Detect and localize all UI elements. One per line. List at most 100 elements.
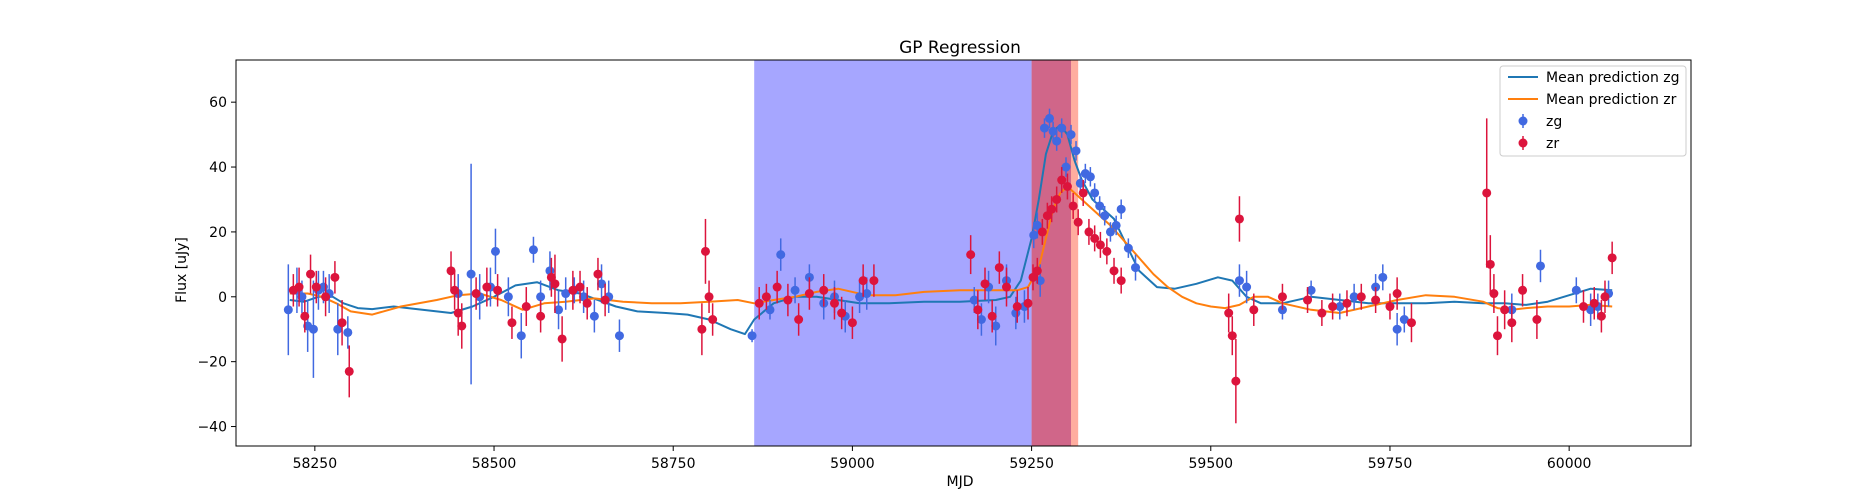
data-point-zr — [1317, 308, 1327, 318]
legend-label-zg-line: Mean prediction zg — [1546, 70, 1680, 86]
data-point-zr — [593, 269, 603, 279]
data-point-zr — [1371, 295, 1381, 305]
data-point-zr — [980, 279, 990, 289]
data-point-zr — [1500, 305, 1510, 315]
data-point-zr — [507, 318, 517, 328]
data-point-zg — [747, 331, 757, 341]
data-point-zg — [1234, 276, 1244, 286]
data-point-zg — [991, 321, 1001, 331]
data-point-zr — [1406, 318, 1416, 328]
chart-title: GP Regression — [899, 38, 1021, 58]
data-point-zr — [1385, 302, 1395, 312]
legend-swatch-zr-points — [1518, 138, 1528, 148]
axes-frame — [235, 59, 1692, 447]
y-tick-label: 0 — [218, 290, 227, 306]
data-point-zr — [568, 285, 578, 295]
data-point-zg — [790, 285, 800, 295]
data-point-zg — [765, 305, 775, 315]
data-point-zr — [804, 289, 814, 299]
data-point-zr — [869, 276, 879, 286]
prediction-lines — [289, 123, 1613, 336]
data-point-zr — [446, 266, 456, 276]
data-point-zr — [344, 366, 354, 376]
data-point-zg — [1045, 113, 1055, 123]
data-point-zr — [1277, 292, 1287, 302]
legend-label-zg-points: zg — [1546, 114, 1562, 130]
legend: Mean prediction zg Mean prediction zr zg… — [1499, 65, 1687, 157]
data-point-zg — [1071, 146, 1081, 156]
data-point-zr — [858, 276, 868, 286]
data-point-zg — [1095, 201, 1105, 211]
data-point-zr — [987, 311, 997, 321]
data-point-zr — [1589, 298, 1599, 308]
data-point-zg — [1029, 230, 1039, 240]
data-point-zr — [1485, 259, 1495, 269]
line-mean-prediction-zr — [289, 185, 1613, 316]
y-tick-label: 20 — [209, 225, 227, 241]
data-point-zg — [283, 305, 293, 315]
data-point-zr — [1116, 276, 1126, 286]
data-point-zg — [1392, 324, 1402, 334]
data-point-zg — [1242, 282, 1252, 292]
data-point-zr — [966, 250, 976, 260]
shaded-spans — [754, 60, 1079, 446]
data-point-zr — [294, 282, 304, 292]
data-point-zr — [1037, 227, 1047, 237]
data-point-zr — [994, 263, 1004, 273]
data-point-zr — [1073, 217, 1083, 227]
data-point-zr — [1356, 292, 1366, 302]
data-point-zg — [1123, 243, 1133, 253]
data-point-zr — [1518, 285, 1528, 295]
points-zr — [288, 118, 1617, 424]
data-point-zg — [1085, 172, 1095, 182]
data-point-zg — [776, 250, 786, 260]
legend-label-zr-line: Mean prediction zr — [1546, 92, 1677, 108]
data-point-zg — [1399, 314, 1409, 324]
data-point-zr — [794, 314, 804, 324]
data-point-zr — [1068, 201, 1078, 211]
x-tick-label: 58250 — [293, 456, 338, 472]
data-point-zr — [311, 282, 321, 292]
data-point-zr — [1328, 302, 1338, 312]
data-point-zr — [1578, 302, 1588, 312]
legend-box — [1499, 65, 1687, 157]
data-point-zg — [503, 292, 513, 302]
data-point-zr — [575, 282, 585, 292]
data-point-zr — [300, 311, 310, 321]
data-point-zr — [1028, 272, 1038, 282]
data-point-zr — [1492, 331, 1502, 341]
data-point-zg — [1105, 227, 1115, 237]
shaded-span-0 — [754, 60, 1032, 446]
data-point-zr — [1249, 305, 1259, 315]
data-point-zr — [1032, 266, 1042, 276]
data-point-zr — [1231, 376, 1241, 386]
data-point-zg — [614, 331, 624, 341]
data-point-zr — [1392, 289, 1402, 299]
data-point-zg — [589, 311, 599, 321]
data-point-zr — [457, 321, 467, 331]
data-point-zr — [1078, 188, 1088, 198]
data-point-zg — [1349, 292, 1359, 302]
data-point-zr — [337, 318, 347, 328]
data-point-zr — [708, 314, 718, 324]
data-point-zg — [343, 327, 353, 337]
legend-swatch-zg-points — [1518, 116, 1528, 126]
data-point-zr — [1342, 298, 1352, 308]
data-point-zg — [969, 295, 979, 305]
data-point-zr — [1507, 318, 1517, 328]
data-point-zg — [597, 279, 607, 289]
data-point-zr — [1002, 282, 1012, 292]
points-zg — [283, 108, 1614, 385]
data-point-zg — [1090, 188, 1100, 198]
data-point-zg — [855, 292, 865, 302]
shaded-span-1 — [1031, 60, 1072, 446]
data-point-zr — [1224, 308, 1234, 318]
x-tick-label: 59250 — [1009, 456, 1054, 472]
data-point-zg — [554, 305, 564, 315]
data-point-zr — [1596, 311, 1606, 321]
data-point-zr — [1303, 295, 1313, 305]
data-point-zr — [582, 298, 592, 308]
x-tick-label: 58500 — [472, 456, 517, 472]
data-point-zg — [1039, 123, 1049, 133]
data-point-zg — [1571, 285, 1581, 295]
